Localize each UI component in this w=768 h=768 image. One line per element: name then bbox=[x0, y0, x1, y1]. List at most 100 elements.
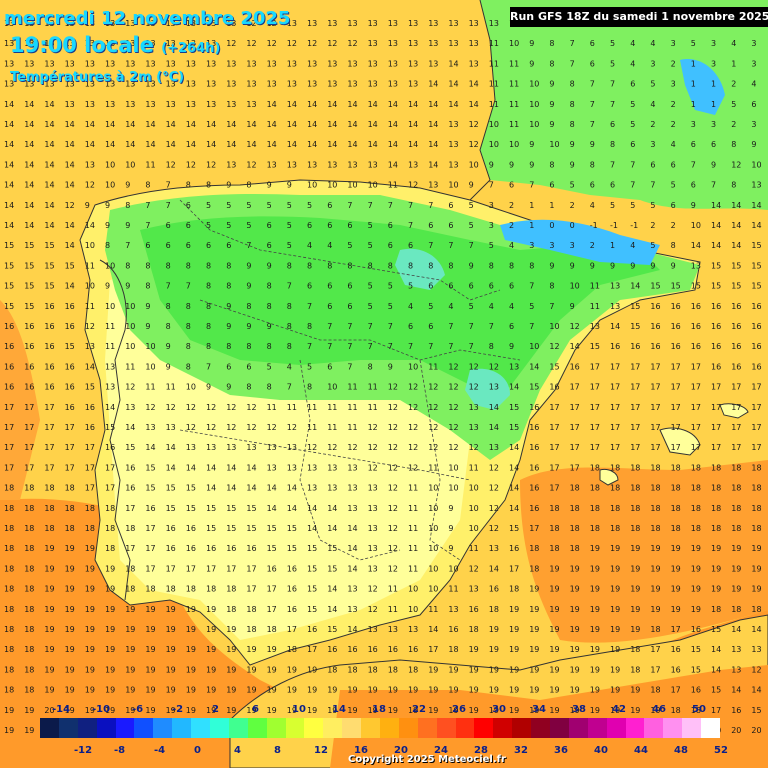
grid-value: 13 bbox=[125, 39, 135, 48]
grid-value: 17 bbox=[24, 443, 34, 452]
grid-value: 5 bbox=[368, 282, 373, 291]
grid-value: 7 bbox=[650, 181, 655, 190]
grid-value: 17 bbox=[44, 463, 54, 472]
grid-value: 9 bbox=[226, 181, 231, 190]
grid-value: 18 bbox=[4, 504, 14, 513]
grid-value: 14 bbox=[428, 140, 438, 149]
grid-value: 16 bbox=[671, 665, 681, 674]
grid-value: 15 bbox=[630, 302, 640, 311]
grid-value: 13 bbox=[751, 645, 761, 654]
grid-value: 14 bbox=[428, 80, 438, 89]
grid-value: 14 bbox=[347, 544, 357, 553]
grid-value: 15 bbox=[751, 261, 761, 270]
grid-value: 9 bbox=[570, 261, 575, 270]
grid-value: 19 bbox=[469, 706, 479, 715]
grid-value: 14 bbox=[186, 140, 196, 149]
grid-value: 15 bbox=[4, 282, 14, 291]
grid-value: 19 bbox=[691, 585, 701, 594]
grid-value: 13 bbox=[469, 59, 479, 68]
grid-value: 4 bbox=[408, 302, 413, 311]
legend-swatch bbox=[531, 718, 551, 738]
grid-value: 19 bbox=[650, 706, 660, 715]
grid-value: 10 bbox=[529, 342, 539, 351]
grid-value: 8 bbox=[267, 302, 272, 311]
grid-value: 6 bbox=[267, 221, 272, 230]
grid-value: 18 bbox=[24, 544, 34, 553]
grid-value: 13 bbox=[85, 80, 95, 89]
grid-value: 6 bbox=[751, 100, 756, 109]
grid-value: 18 bbox=[650, 504, 660, 513]
grid-value: 19 bbox=[671, 544, 681, 553]
grid-value: 13 bbox=[590, 322, 600, 331]
grid-value: 14 bbox=[448, 100, 458, 109]
grid-value: 19 bbox=[186, 625, 196, 634]
grid-value: 5 bbox=[610, 59, 615, 68]
grid-value: 6 bbox=[448, 221, 453, 230]
grid-value: 13 bbox=[347, 585, 357, 594]
grid-value: 11 bbox=[368, 383, 378, 392]
grid-value: 12 bbox=[388, 443, 398, 452]
grid-value: 4 bbox=[751, 80, 756, 89]
grid-value: 13 bbox=[206, 39, 216, 48]
grid-value: 9 bbox=[448, 504, 453, 513]
grid-value: 12 bbox=[347, 443, 357, 452]
grid-value: 19 bbox=[570, 585, 580, 594]
grid-value: 11 bbox=[590, 302, 600, 311]
grid-value: 18 bbox=[509, 585, 519, 594]
grid-value: 14 bbox=[65, 140, 75, 149]
grid-value: 14 bbox=[327, 100, 337, 109]
grid-value: 20 bbox=[751, 726, 761, 735]
grid-value: 13 bbox=[4, 80, 14, 89]
grid-value: 16 bbox=[529, 463, 539, 472]
grid-value: 19 bbox=[630, 564, 640, 573]
legend-bottom-label: 20 bbox=[394, 745, 408, 756]
grid-value: 12 bbox=[368, 443, 378, 452]
portugal-border bbox=[99, 259, 131, 601]
grid-value: 19 bbox=[287, 686, 297, 695]
grid-value: 14 bbox=[226, 484, 236, 493]
grid-value: 19 bbox=[529, 665, 539, 674]
grid-value: 6 bbox=[408, 241, 413, 250]
grid-value: 8 bbox=[287, 322, 292, 331]
grid-value: 13 bbox=[85, 342, 95, 351]
grid-value: 14 bbox=[731, 221, 741, 230]
legend-swatch bbox=[40, 718, 60, 738]
legend-top-label: -14 bbox=[52, 704, 71, 715]
grid-value: 18 bbox=[610, 463, 620, 472]
grid-value: 7 bbox=[489, 181, 494, 190]
grid-value: 17 bbox=[691, 362, 701, 371]
grid-value: 5 bbox=[267, 201, 272, 210]
grid-value: 7 bbox=[630, 181, 635, 190]
grid-value: 10 bbox=[85, 241, 95, 250]
grid-value: 13 bbox=[448, 39, 458, 48]
grid-value: 17 bbox=[630, 423, 640, 432]
grid-value: 12 bbox=[408, 443, 418, 452]
grid-value: 7 bbox=[145, 201, 150, 210]
grid-value: 12 bbox=[469, 443, 479, 452]
grid-value: 18 bbox=[630, 665, 640, 674]
grid-value: 16 bbox=[408, 645, 418, 654]
grid-value: 14 bbox=[206, 484, 216, 493]
grid-value: 13 bbox=[105, 19, 115, 28]
grid-value: 12 bbox=[307, 39, 317, 48]
legend-bottom-label: 32 bbox=[514, 745, 528, 756]
grid-value: 13 bbox=[368, 504, 378, 513]
grid-value: 14 bbox=[751, 201, 761, 210]
grid-value: 14 bbox=[65, 181, 75, 190]
grid-value: 11 bbox=[428, 463, 438, 472]
grid-value: 16 bbox=[267, 564, 277, 573]
grid-value: 8 bbox=[267, 342, 272, 351]
grid-value: 17 bbox=[711, 403, 721, 412]
grid-value: 14 bbox=[509, 463, 519, 472]
grid-value: 16 bbox=[226, 544, 236, 553]
grid-value: 17 bbox=[671, 625, 681, 634]
grid-value: 19 bbox=[105, 645, 115, 654]
grid-value: 6 bbox=[671, 160, 676, 169]
grid-value: 19 bbox=[44, 625, 54, 634]
grid-value: 14 bbox=[751, 625, 761, 634]
grid-value: 3 bbox=[650, 140, 655, 149]
grid-value: 9 bbox=[105, 201, 110, 210]
grid-value: 13 bbox=[4, 59, 14, 68]
grid-value: 12 bbox=[327, 39, 337, 48]
grid-value: 15 bbox=[44, 241, 54, 250]
